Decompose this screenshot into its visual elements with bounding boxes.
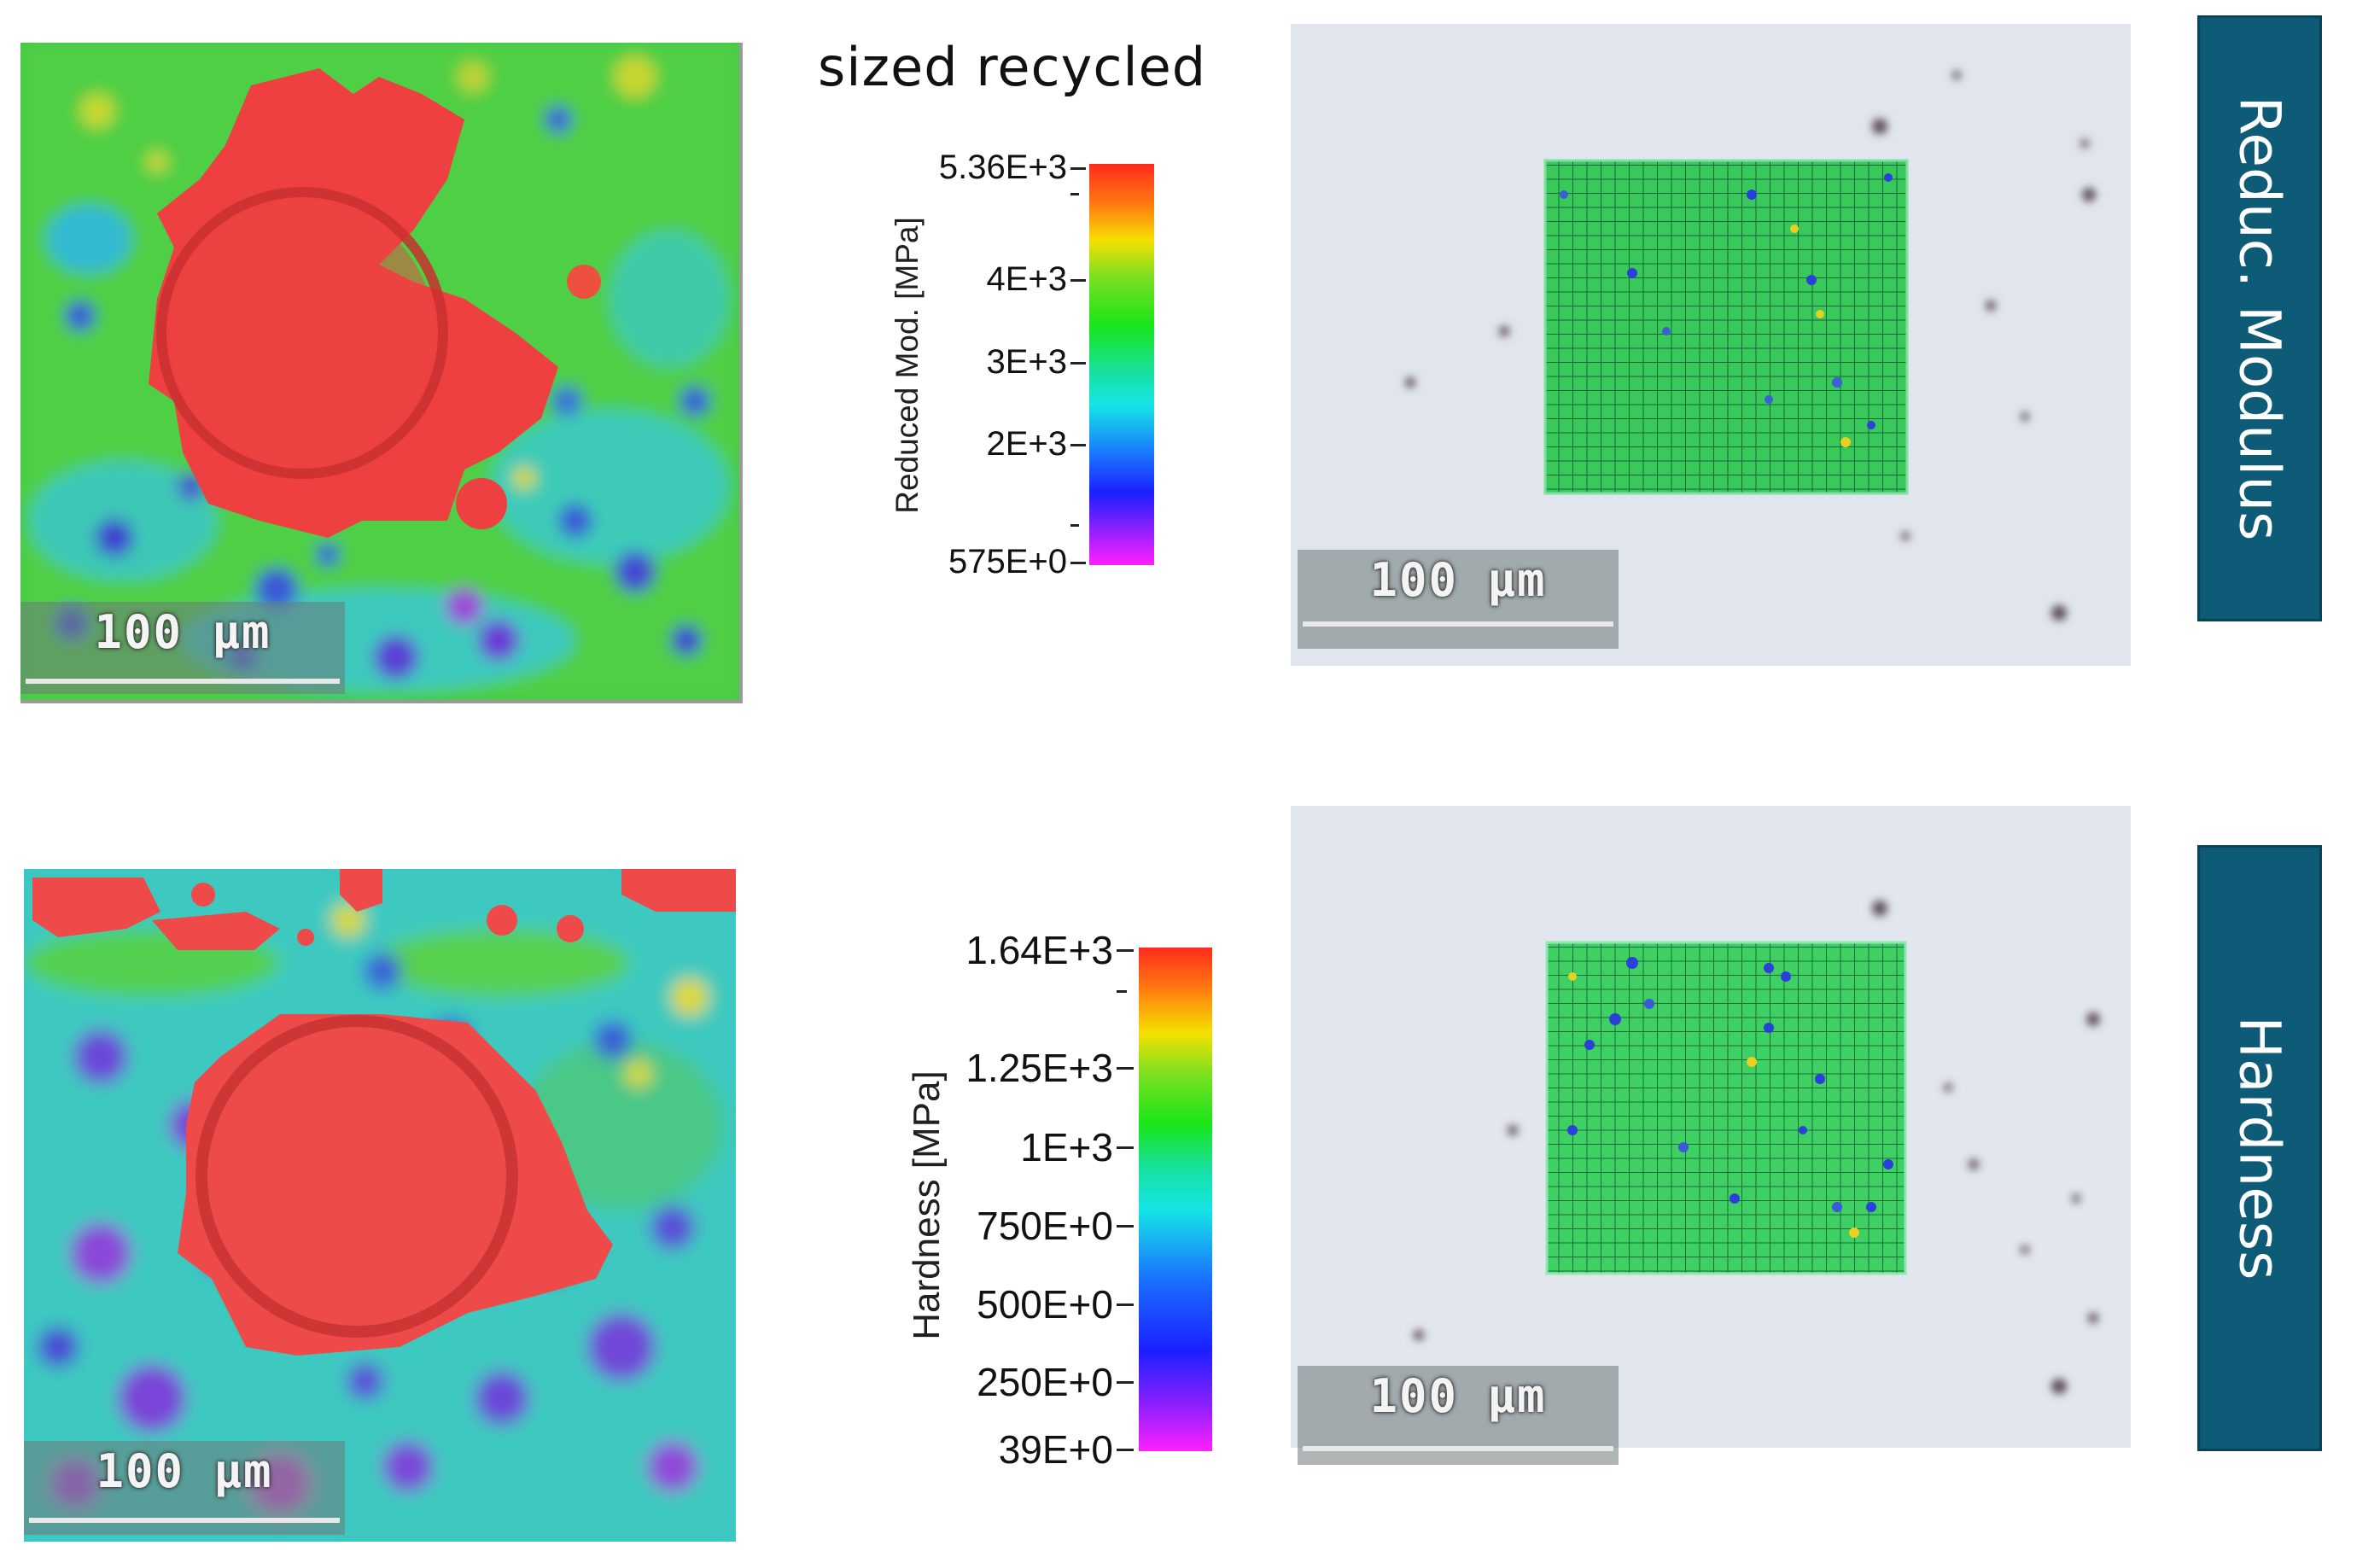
modulus-tick-label: 2E+3 — [986, 425, 1067, 463]
hardness-contour-map — [24, 869, 736, 1542]
figure-title: sized recycled — [818, 36, 1207, 98]
hardness-indent-grid — [1545, 941, 1907, 1275]
hardness-colorbar-label: Hardness [MPa] — [906, 1070, 948, 1340]
scale-bar-label: 100 µm — [1369, 1369, 1547, 1423]
hardness-tick-label: 1.64E+3 — [965, 928, 1113, 972]
hardness-optical-micrograph — [1291, 806, 2131, 1448]
tab-label: Reduc. Modulus — [2226, 96, 2293, 541]
hardness-tick-label: 500E+0 — [977, 1282, 1113, 1327]
hardness-colorbar — [1139, 948, 1212, 1451]
hardness-indent-ring — [195, 1015, 518, 1338]
scale-bar-hardness-optical: 100 µm — [1298, 1366, 1619, 1465]
modulus-optical-micrograph — [1291, 24, 2131, 666]
hardness-tick-label: 39E+0 — [998, 1427, 1113, 1472]
tab-hardness: Hardness — [2197, 845, 2322, 1451]
modulus-indent-ring — [156, 187, 448, 479]
scale-bar-label: 100 µm — [94, 605, 271, 659]
scale-bar-label: 100 µm — [96, 1444, 273, 1498]
hardness-tick-label: 250E+0 — [977, 1360, 1113, 1404]
scale-bar-hardness-map: 100 µm — [24, 1441, 345, 1535]
tab-label: Hardness — [2226, 1016, 2293, 1280]
scale-bar-modulus-map: 100 µm — [20, 602, 345, 694]
modulus-tick-label: 5.36E+3 — [938, 149, 1067, 186]
modulus-tick-label: 4E+3 — [986, 260, 1067, 298]
hardness-tick-label: 1.25E+3 — [965, 1046, 1113, 1090]
scale-bar-modulus-optical: 100 µm — [1298, 550, 1619, 649]
tab-reduced-modulus: Reduc. Modulus — [2197, 15, 2322, 621]
modulus-colorbar-label: Reduced Mod. [MPa] — [890, 217, 925, 514]
modulus-tick-label: 575E+0 — [948, 543, 1067, 580]
scale-bar-label: 100 µm — [1369, 553, 1547, 607]
hardness-tick-label: 750E+0 — [977, 1204, 1113, 1248]
modulus-colorbar — [1089, 164, 1154, 565]
modulus-small-hotspot — [456, 478, 507, 529]
hardness-top-red-patches — [32, 869, 736, 950]
modulus-indent-grid — [1543, 159, 1909, 495]
hardness-grid-spots — [1567, 957, 1893, 1238]
modulus-grid-spots — [1560, 173, 1893, 447]
hardness-tick-label: 1E+3 — [1020, 1125, 1113, 1169]
modulus-tick-label: 3E+3 — [986, 343, 1067, 381]
